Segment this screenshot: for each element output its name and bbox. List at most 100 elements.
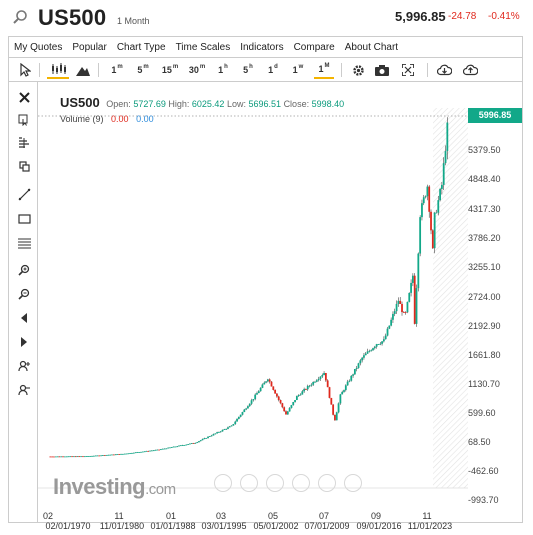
search-icon[interactable] (12, 9, 28, 25)
cursor-icon[interactable] (16, 61, 34, 79)
candle-body (346, 381, 349, 386)
menu-indicators[interactable]: Indicators (240, 41, 284, 53)
menu-time-scales[interactable]: Time Scales (175, 41, 231, 53)
candle-body (270, 381, 273, 387)
investing-logo: Investing.com (53, 474, 176, 499)
y-tick: 3255.10 (468, 262, 501, 272)
candle-body (179, 445, 182, 447)
legend-close: 5998.40 (311, 99, 345, 109)
cloud-download-icon[interactable] (435, 61, 453, 79)
candle-body (301, 391, 304, 395)
clone-icon[interactable] (14, 157, 34, 175)
candle-body (49, 456, 52, 458)
chart-area[interactable]: US500 Open: 5727.69 High: 6025.42 Low: 5… (38, 82, 523, 523)
camera-icon[interactable] (373, 61, 391, 79)
candle-body (243, 409, 246, 413)
zoom-in-icon[interactable] (14, 261, 34, 279)
remove-icon[interactable] (14, 381, 34, 399)
candlestick-icon[interactable] (47, 61, 69, 79)
candle-body (132, 452, 135, 454)
candle-body (328, 387, 331, 398)
x-tick-bottom: 11/01/1980 (99, 521, 145, 531)
candle-body (375, 344, 378, 347)
candle-body (370, 350, 373, 352)
cloud-upload-icon[interactable] (461, 61, 479, 79)
candle-body (140, 451, 142, 453)
candle-body (294, 400, 296, 402)
fullscreen-icon[interactable] (399, 61, 417, 79)
add-alert-icon[interactable] (14, 357, 34, 375)
candle-body (54, 456, 57, 458)
gear-icon[interactable] (349, 61, 367, 79)
menu-popular[interactable]: Popular (72, 41, 107, 53)
legend-symbol: US500 (60, 95, 100, 110)
show-icon[interactable] (14, 333, 34, 351)
candle-body (317, 378, 320, 381)
candle-body (446, 122, 449, 152)
candle-body (234, 421, 237, 425)
chart-header: US500 1 Month 5,996.85 -24.78 -0.41% (0, 0, 533, 36)
candle-body (424, 196, 427, 198)
menu-chart-type[interactable]: Chart Type (116, 41, 166, 53)
candle-body (288, 407, 291, 412)
interval-30-minutes[interactable]: 30 m (188, 64, 206, 75)
candle-body (344, 385, 347, 391)
candle-body (373, 346, 376, 349)
price-plot[interactable] (38, 82, 523, 523)
candle-body (241, 412, 244, 415)
candle-body (444, 151, 447, 164)
candle-body (421, 203, 423, 218)
candle-body (208, 436, 211, 438)
x-tick-top: 11 (422, 511, 432, 521)
menu-my-quotes[interactable]: My Quotes (14, 41, 63, 53)
drawing-tools-panel (8, 82, 38, 523)
pitchfork-icon[interactable] (14, 134, 34, 152)
trend-line-icon[interactable] (14, 185, 34, 203)
candle-body (272, 386, 275, 390)
candle-body (350, 375, 353, 381)
menu-compare[interactable]: Compare (293, 41, 335, 53)
candle-body (127, 453, 130, 455)
current-price-tag: 5996.85 (468, 108, 522, 123)
candle-body (160, 449, 162, 451)
candle-body (268, 379, 271, 382)
chart-menu-bar: My Quotes Popular Chart Type Time Scales… (8, 36, 523, 58)
candle-body (372, 348, 374, 351)
candle-body (250, 400, 253, 404)
candle-body (274, 389, 277, 394)
candle-body (83, 456, 86, 458)
candle-body (305, 389, 307, 390)
candle-body (406, 301, 409, 313)
candle-body (399, 300, 402, 304)
candle-body (214, 433, 217, 435)
candle-body (103, 455, 106, 456)
y-tick: 1130.70 (468, 379, 500, 389)
candle-body (397, 300, 400, 304)
candle-body (239, 414, 242, 417)
rectangle-icon[interactable] (14, 210, 34, 228)
fibonacci-icon[interactable] (14, 234, 34, 252)
zoom-out-icon[interactable] (14, 285, 34, 303)
interval-15-minutes[interactable]: 15 m (161, 64, 179, 75)
candle-body (319, 376, 322, 379)
candle-body (120, 453, 122, 455)
price-change: -24.78 (448, 11, 477, 22)
mountain-icon[interactable] (73, 61, 93, 79)
menu-about-chart[interactable]: About Chart (344, 41, 399, 53)
candle-body (404, 312, 407, 314)
candle-body (53, 456, 55, 458)
close-icon[interactable] (14, 88, 34, 106)
magnet-cursor-icon[interactable] (14, 111, 34, 129)
candle-body (337, 403, 340, 413)
hide-icon[interactable] (14, 309, 34, 327)
candle-body (401, 303, 403, 313)
candle-body (121, 453, 124, 455)
candle-body (141, 451, 144, 453)
